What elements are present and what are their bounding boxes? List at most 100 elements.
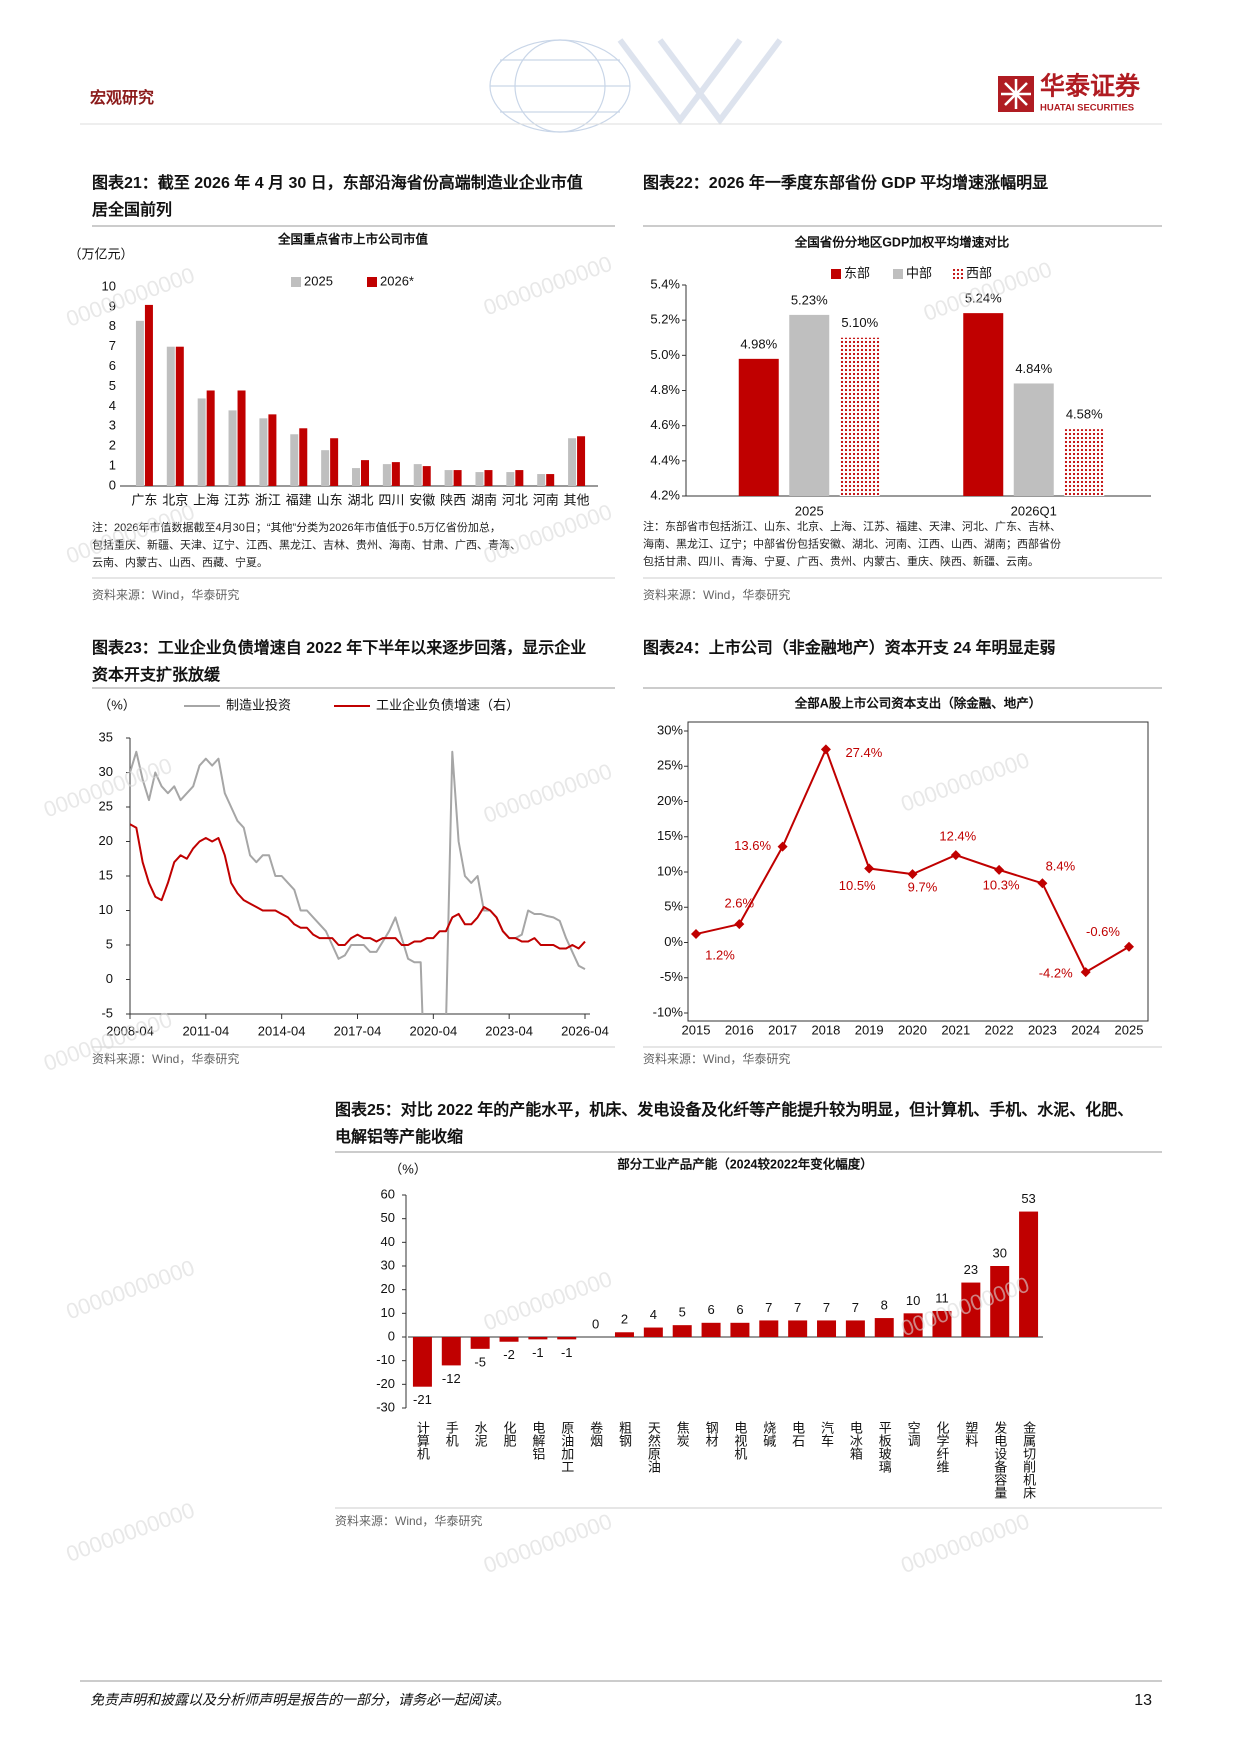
data-label: 4.98% bbox=[740, 336, 777, 351]
y-tick-label: 40 bbox=[381, 1234, 395, 1249]
x-tick-label: 山东 bbox=[317, 492, 343, 507]
data-label: 53 bbox=[1021, 1191, 1035, 1206]
x-tick-label: 上海 bbox=[193, 492, 219, 507]
x-tick-label: 浙江 bbox=[255, 492, 281, 507]
y-tick-label: 0 bbox=[388, 1328, 395, 1343]
y-axis-label: （%） bbox=[98, 697, 136, 712]
data-label: 10.3% bbox=[983, 877, 1020, 892]
data-label: -12 bbox=[442, 1371, 461, 1386]
chart-note: 注：东部省市包括浙江、山东、北京、上海、江苏、福建、天津、河北、广东、吉林、 bbox=[643, 519, 1061, 533]
x-tick-label: 2024 bbox=[1071, 1022, 1100, 1037]
y-tick-label: 0% bbox=[664, 934, 683, 949]
data-label: 30 bbox=[992, 1245, 1006, 1260]
legend-swatch bbox=[367, 277, 377, 287]
x-tick-label: 2018 bbox=[811, 1022, 840, 1037]
legend-label: 工业企业负债增速（右） bbox=[376, 697, 519, 712]
x-tick-label: 电石 bbox=[790, 1421, 805, 1447]
y-tick-label: -10 bbox=[376, 1352, 395, 1367]
x-tick-label: 电冰箱 bbox=[848, 1421, 863, 1460]
legend-swatch bbox=[893, 269, 903, 279]
y-tick-label: 10 bbox=[102, 278, 116, 293]
x-tick-label: 塑料 bbox=[963, 1421, 978, 1447]
y-tick-label: 10 bbox=[99, 902, 113, 917]
data-label: 2.6% bbox=[724, 896, 754, 911]
y-tick-label: 20% bbox=[657, 793, 683, 808]
x-tick-label: 水泥 bbox=[473, 1421, 488, 1447]
x-tick-label: 天然原油 bbox=[646, 1421, 661, 1473]
x-tick-label: 2016 bbox=[725, 1022, 754, 1037]
y-tick-label: 9 bbox=[109, 298, 116, 313]
data-label: -1 bbox=[532, 1345, 544, 1360]
legend-label: 中部 bbox=[906, 265, 932, 280]
bar bbox=[1013, 383, 1054, 496]
bar bbox=[361, 460, 369, 486]
chart-note: 注：2026年市值数据截至4月30日；“其他”分类为2026年市值低于0.5万亿… bbox=[92, 520, 501, 534]
bar bbox=[546, 474, 555, 486]
bar bbox=[990, 1266, 1010, 1337]
bar bbox=[874, 1318, 894, 1337]
x-tick-label: 卷烟 bbox=[588, 1420, 603, 1447]
bar bbox=[268, 414, 277, 486]
data-label: 12.4% bbox=[939, 829, 976, 844]
disclaimer: 免责声明和披露以及分析师声明是报告的一部分，请务必一起阅读。 bbox=[90, 1692, 510, 1708]
page-number: 13 bbox=[1134, 1692, 1152, 1709]
y-tick-label: 5.4% bbox=[650, 276, 680, 291]
figure-caption: 图表23：工业企业负债增速自 2022 年下半年以来逐步回落，显示企业 bbox=[92, 638, 586, 657]
y-tick-label: -5 bbox=[101, 1005, 113, 1020]
y-tick-label: 3 bbox=[109, 418, 116, 433]
data-label: 6 bbox=[736, 1302, 743, 1317]
y-axis-label: （万亿元） bbox=[68, 246, 133, 261]
chart-note: 包括甘肃、四川、青海、宁夏、广西、贵州、内蒙古、重庆、陕西、新疆、云南。 bbox=[643, 554, 1039, 568]
bar bbox=[197, 398, 206, 486]
data-label: 4.84% bbox=[1015, 361, 1052, 376]
y-tick-label: -20 bbox=[376, 1376, 395, 1391]
marker bbox=[1080, 967, 1091, 978]
bar bbox=[382, 464, 391, 486]
x-tick-label: 2026-04 bbox=[561, 1023, 609, 1038]
y-tick-label: 0 bbox=[106, 971, 113, 986]
x-tick-label: 四川 bbox=[378, 492, 404, 507]
marker bbox=[777, 841, 788, 852]
data-label: 5.10% bbox=[841, 315, 878, 330]
bar bbox=[614, 1332, 634, 1337]
bar bbox=[352, 468, 360, 486]
bar bbox=[290, 434, 299, 486]
data-label: 13.6% bbox=[734, 838, 771, 853]
logo-icon bbox=[998, 76, 1034, 112]
data-label: 0 bbox=[592, 1316, 599, 1331]
data-label: 10.5% bbox=[839, 878, 876, 893]
y-tick-label: 5% bbox=[664, 899, 683, 914]
x-tick-label: 福建 bbox=[286, 492, 312, 507]
brand-name-en: HUATAI SECURITIES bbox=[1040, 103, 1134, 114]
x-tick-label: 2017-04 bbox=[334, 1023, 382, 1038]
data-label: 7 bbox=[852, 1300, 859, 1315]
x-tick-label: 电解铝 bbox=[530, 1421, 545, 1460]
y-tick-label: 35 bbox=[99, 729, 113, 744]
marker bbox=[1037, 878, 1048, 889]
y-tick-label: 25 bbox=[99, 798, 113, 813]
marker bbox=[950, 850, 961, 861]
header-decoration bbox=[489, 38, 783, 133]
watermark: 00000000000 bbox=[480, 1509, 615, 1579]
y-tick-label: 5 bbox=[106, 936, 113, 951]
x-tick-label: 汽车 bbox=[819, 1421, 834, 1447]
bar bbox=[453, 470, 462, 486]
y-tick-label: 7 bbox=[109, 338, 116, 353]
bar bbox=[845, 1320, 865, 1337]
x-tick-label: 化学纤维 bbox=[934, 1421, 949, 1473]
watermark: 00000000000 bbox=[480, 758, 615, 828]
source-note: 资料来源：Wind，华泰研究 bbox=[335, 1513, 482, 1528]
y-tick-label: 30 bbox=[381, 1257, 395, 1272]
figure-caption: 图表24：上市公司（非金融地产）资本开支 24 年明显走弱 bbox=[643, 638, 1056, 657]
y-tick-label: 25% bbox=[657, 758, 683, 773]
y-tick-label: -10% bbox=[653, 1004, 684, 1019]
data-label: 27.4% bbox=[845, 745, 882, 760]
data-label: 10 bbox=[906, 1293, 920, 1308]
watermark: 00000000000 bbox=[63, 1255, 198, 1325]
x-tick-label: 湖北 bbox=[347, 492, 373, 507]
x-tick-label: 2008-04 bbox=[106, 1023, 154, 1038]
watermark: 00000000000 bbox=[898, 747, 1033, 817]
x-tick-label: 原油加工 bbox=[559, 1421, 574, 1473]
data-label: 11 bbox=[935, 1290, 949, 1305]
y-tick-label: 10 bbox=[381, 1305, 395, 1320]
